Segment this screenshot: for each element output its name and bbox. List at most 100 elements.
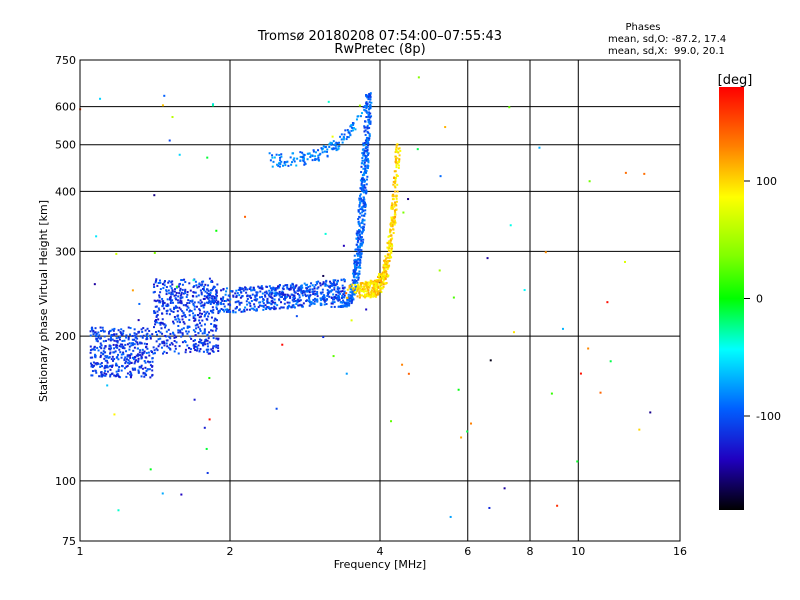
data-point [197, 332, 200, 335]
data-point [395, 200, 398, 203]
data-point [391, 202, 394, 205]
data-point [175, 285, 178, 288]
data-point [238, 303, 241, 306]
data-point [134, 336, 137, 339]
data-point [186, 302, 189, 305]
data-point [213, 299, 216, 302]
data-point [166, 298, 169, 301]
data-point [189, 350, 192, 353]
data-point [174, 305, 177, 308]
data-point [115, 370, 118, 373]
data-point [134, 368, 137, 371]
data-point [180, 335, 183, 338]
data-point [195, 349, 198, 352]
data-point [354, 285, 357, 288]
data-point [96, 346, 99, 349]
data-point [284, 298, 287, 301]
data-point [379, 283, 382, 286]
data-point [326, 148, 329, 151]
data-point [181, 283, 184, 286]
data-point [295, 164, 298, 167]
data-point [143, 350, 146, 353]
data-point [118, 348, 121, 351]
data-point [214, 300, 217, 303]
data-point [100, 351, 103, 354]
data-point [369, 284, 372, 287]
data-point [275, 292, 278, 295]
data-point [216, 283, 219, 286]
data-point [200, 324, 203, 327]
data-point [133, 367, 136, 370]
data-point [212, 334, 215, 337]
data-point [355, 272, 358, 275]
data-point [222, 296, 225, 299]
data-point [224, 293, 227, 296]
data-point [398, 147, 401, 150]
data-point [191, 294, 194, 297]
data-point [341, 305, 344, 308]
data-point [172, 320, 175, 323]
data-point [327, 291, 330, 294]
data-point [89, 349, 92, 352]
data-point [292, 296, 295, 299]
data-point [359, 179, 362, 182]
data-point [203, 315, 206, 318]
data-point [102, 340, 105, 343]
data-point [367, 293, 370, 296]
data-point [377, 290, 380, 293]
x-tick-label: 6 [464, 545, 471, 558]
data-point [299, 159, 302, 162]
data-point [362, 173, 365, 176]
data-point [217, 310, 220, 313]
data-point [365, 281, 368, 284]
data-point [341, 141, 344, 144]
data-point [397, 147, 400, 150]
data-point [121, 347, 124, 350]
data-point [361, 227, 364, 230]
data-point [89, 330, 92, 333]
data-point [367, 138, 370, 141]
data-point [346, 298, 349, 301]
data-point [306, 158, 309, 161]
data-point [379, 279, 382, 282]
data-point [301, 294, 304, 297]
data-point [192, 317, 195, 320]
data-point [544, 251, 547, 254]
data-point [391, 244, 394, 247]
data-point [556, 504, 559, 507]
data-point [95, 337, 98, 340]
data-point [132, 368, 135, 371]
data-point [284, 164, 287, 167]
data-point [356, 281, 359, 284]
data-point [365, 192, 368, 195]
data-point [287, 164, 290, 167]
data-point [330, 284, 333, 287]
data-point [119, 343, 122, 346]
data-point [268, 292, 271, 295]
data-point [369, 98, 372, 101]
data-point [338, 145, 341, 148]
data-point [271, 156, 274, 159]
data-point [196, 286, 199, 289]
data-point [358, 231, 361, 234]
x-tick-label: 1 [77, 545, 84, 558]
data-point [111, 338, 114, 341]
data-point [135, 354, 138, 357]
data-point [316, 290, 319, 293]
data-point [120, 353, 123, 356]
data-point [326, 155, 329, 158]
data-point [100, 362, 103, 365]
data-point [112, 343, 115, 346]
data-point [133, 338, 136, 341]
data-point [342, 244, 345, 247]
x-tick-label: 10 [571, 545, 585, 558]
data-point [125, 360, 128, 363]
data-point [388, 235, 391, 238]
data-point [363, 287, 366, 290]
data-point [100, 347, 103, 350]
data-point [118, 345, 121, 348]
data-point [396, 144, 399, 147]
data-point [184, 348, 187, 351]
data-point [385, 260, 388, 263]
data-point [157, 338, 160, 341]
